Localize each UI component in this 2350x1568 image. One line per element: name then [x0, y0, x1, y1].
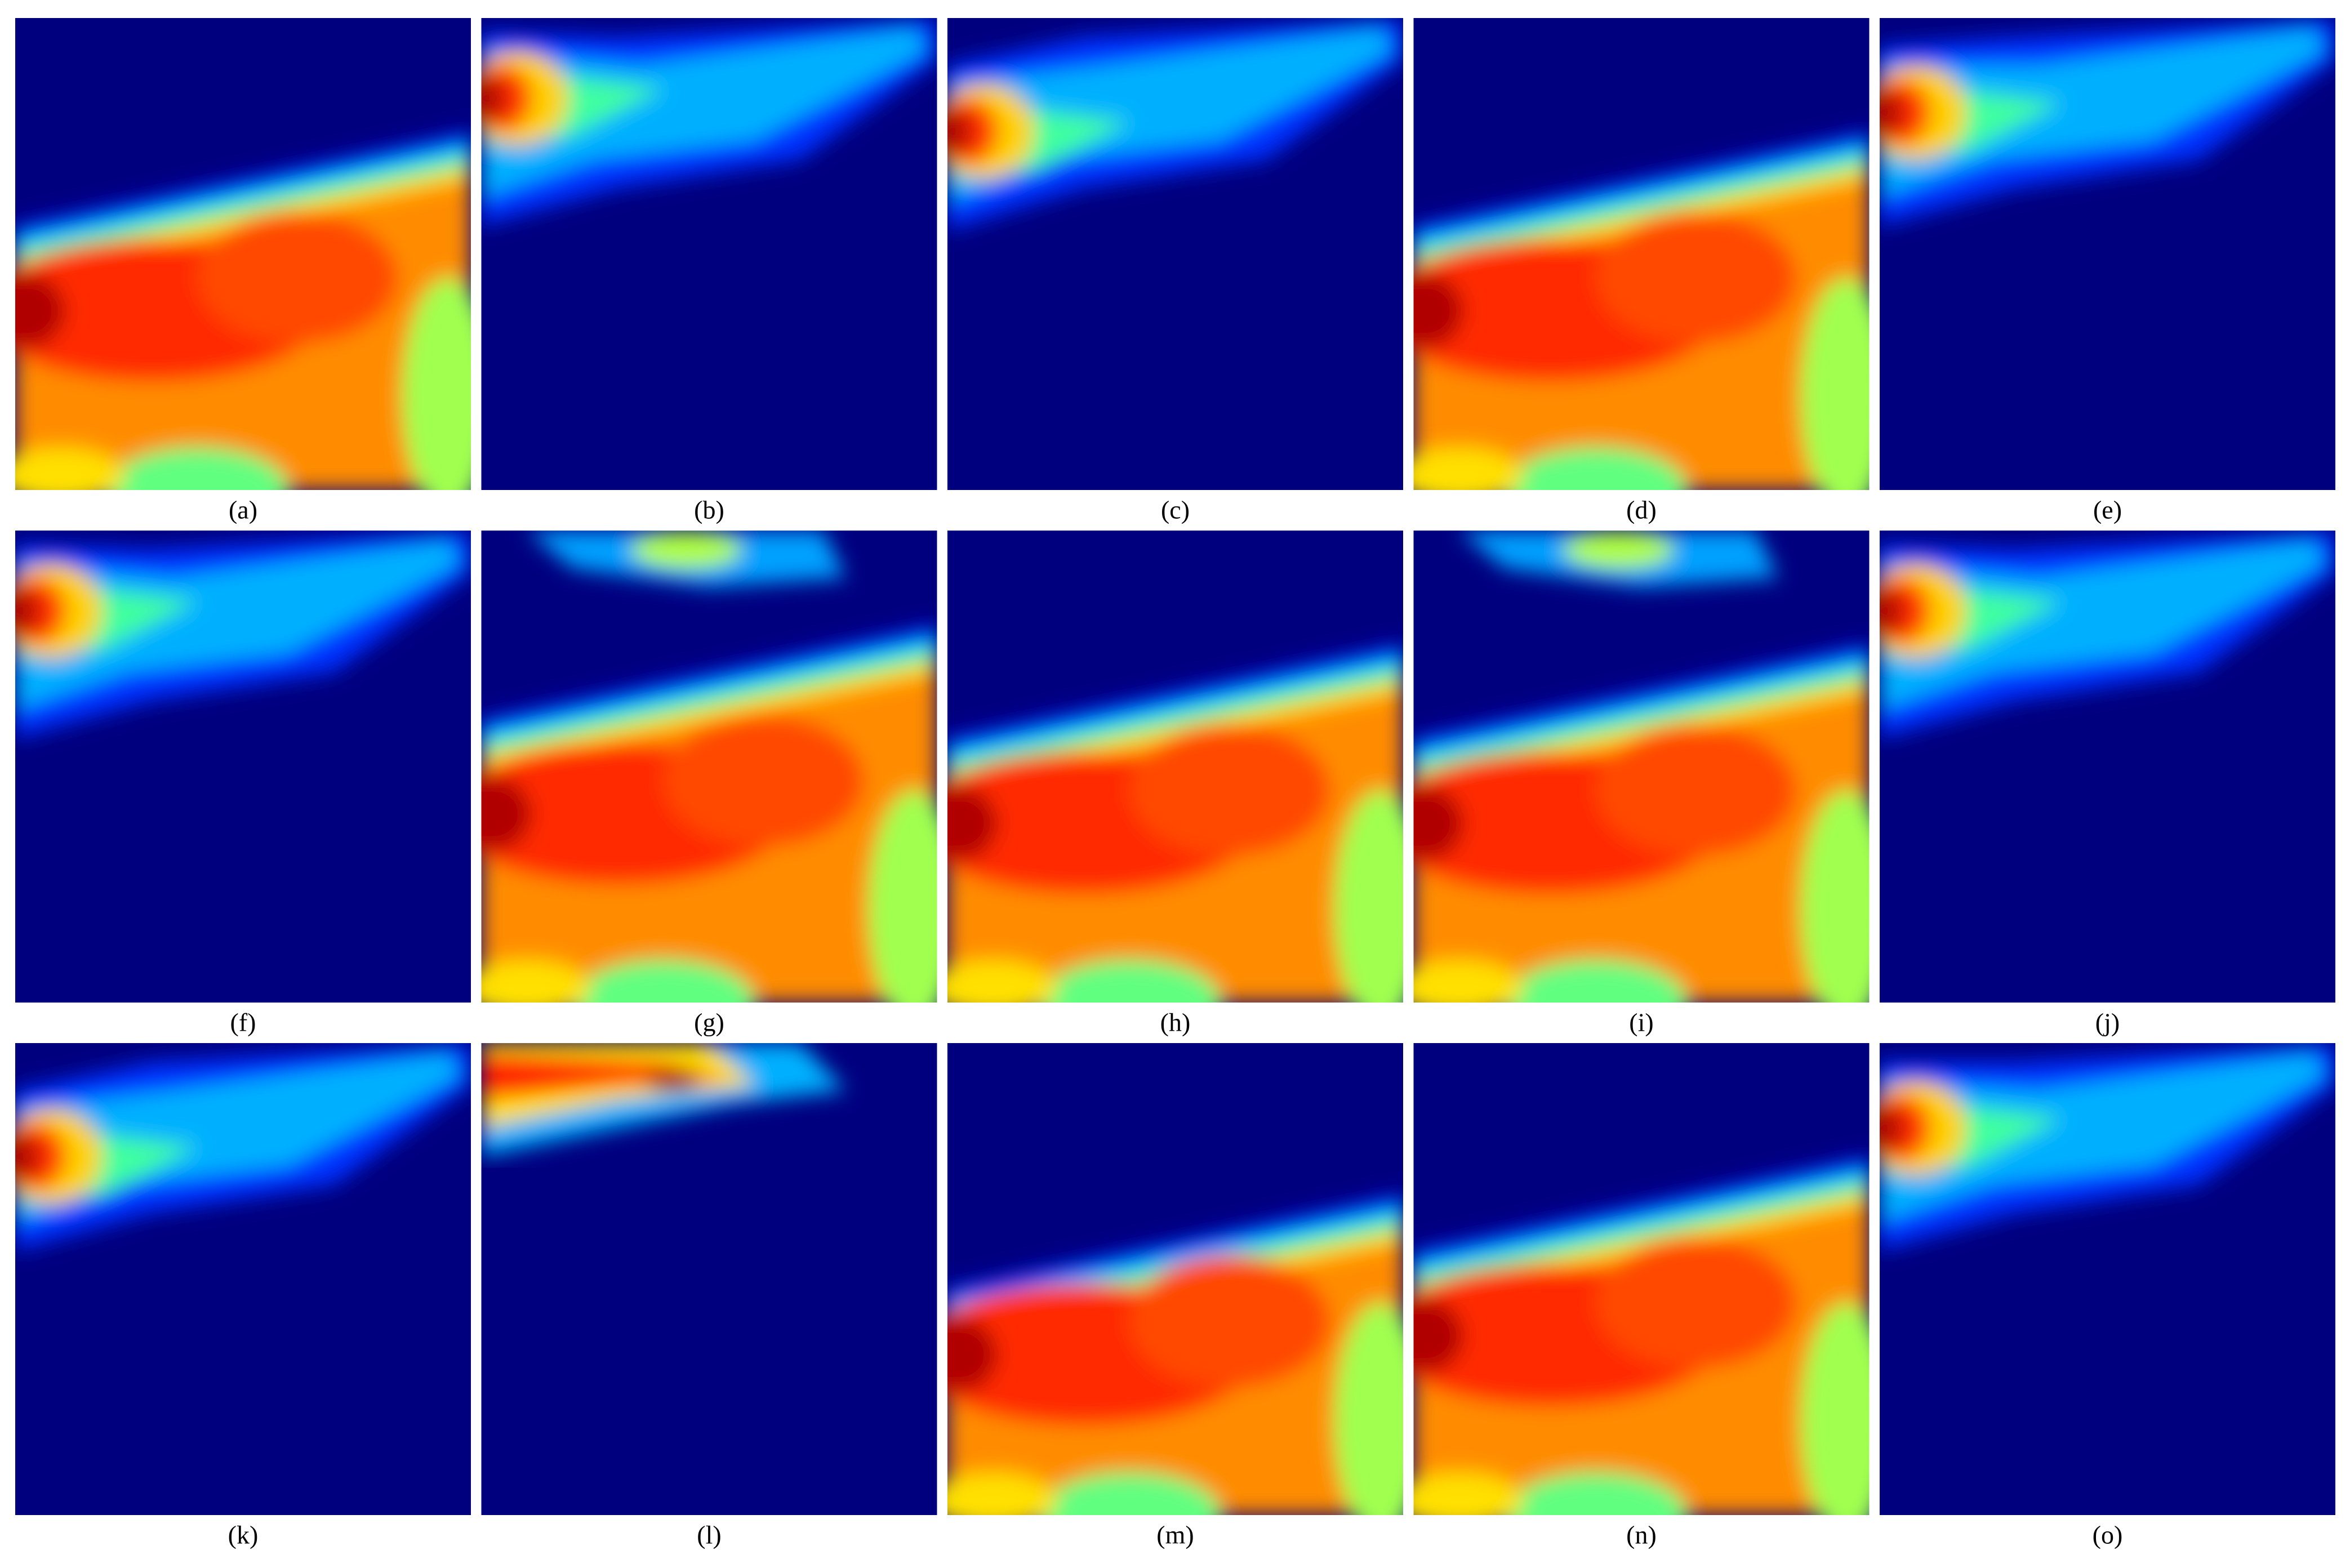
heatmap [947, 1043, 1403, 1515]
panel-label: (n) [1626, 1521, 1657, 1549]
heatmap [15, 18, 471, 490]
panel-label: (j) [2095, 1008, 2120, 1037]
panel-label: (h) [1160, 1008, 1191, 1037]
panel-label: (f) [230, 1008, 256, 1037]
panel-label: (o) [2093, 1521, 2123, 1549]
heatmap [1880, 531, 2335, 1003]
heatmap [481, 18, 937, 490]
panel-label: (b) [694, 496, 724, 524]
heatmap [947, 18, 1403, 490]
panel-label: (k) [228, 1521, 259, 1549]
heatmap [1413, 1043, 1870, 1515]
heatmap [1880, 18, 2335, 490]
heatmap [15, 531, 471, 1003]
panel-label: (d) [1626, 496, 1657, 524]
heatmap [481, 1043, 937, 1515]
heatmap [1413, 18, 1870, 490]
heatmap [1413, 531, 1870, 1003]
heatmap [947, 531, 1403, 1003]
panel-label: (c) [1161, 496, 1190, 524]
panel-label: (l) [697, 1521, 721, 1549]
panel-label: (g) [694, 1008, 724, 1037]
panel-label: (e) [2093, 496, 2122, 524]
panel-label: (i) [1629, 1008, 1653, 1037]
heatmap [15, 1043, 471, 1515]
heatmap [481, 531, 937, 1003]
panel-label: (a) [229, 496, 257, 524]
heatmap [1880, 1043, 2335, 1515]
panel-label: (m) [1156, 1521, 1194, 1549]
